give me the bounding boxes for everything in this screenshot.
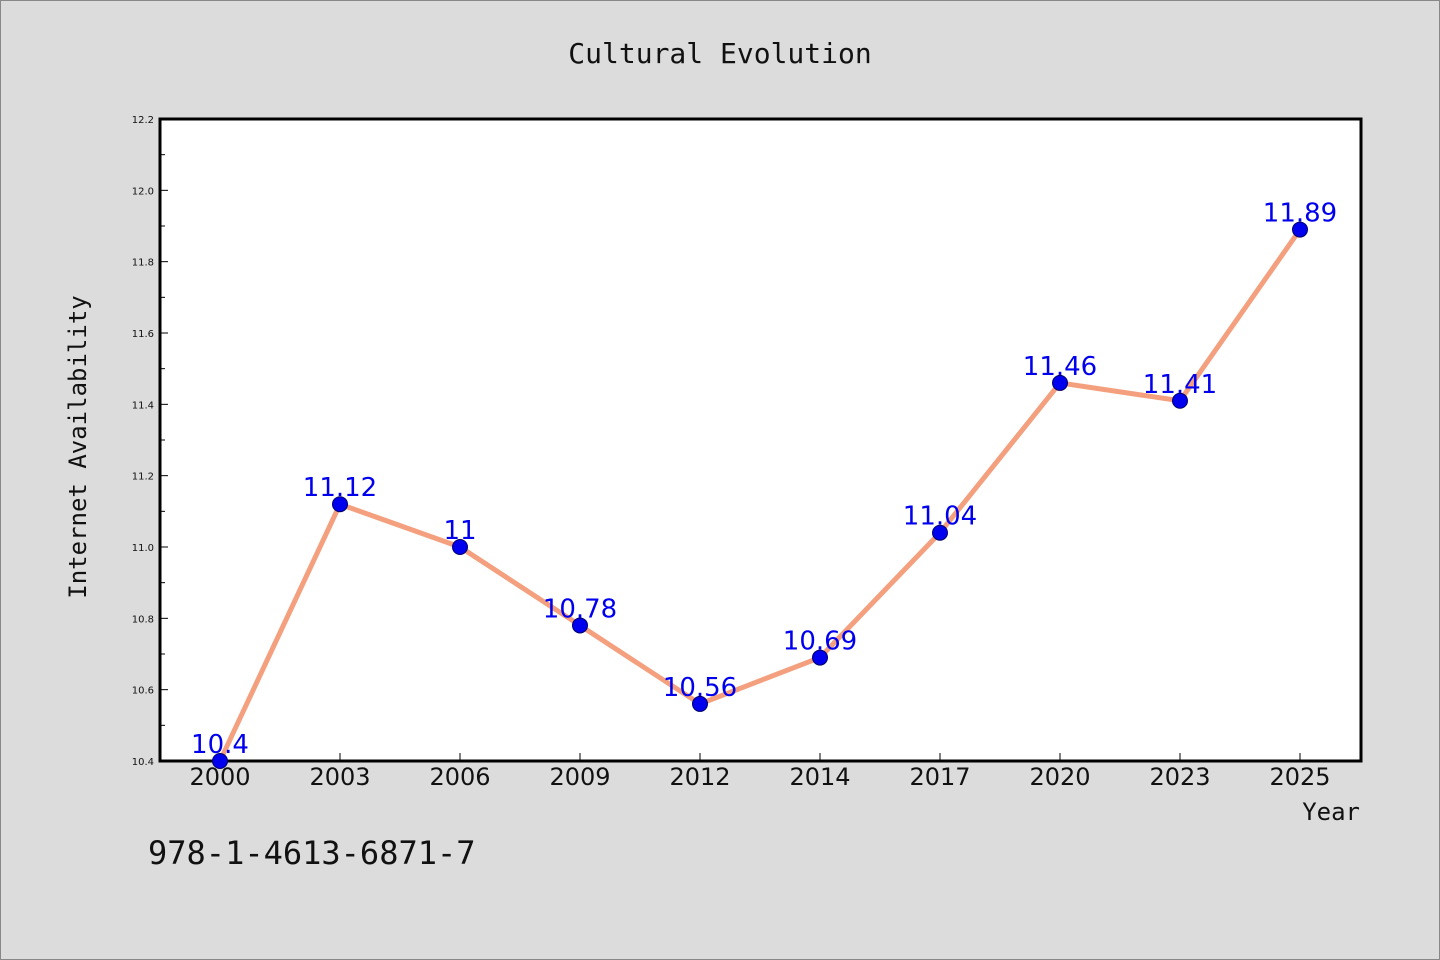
plot-area <box>160 119 1361 761</box>
chart-title: Cultural Evolution <box>568 37 871 70</box>
data-label: 11.04 <box>903 502 977 532</box>
y-tick-label: 12.0 <box>132 186 154 197</box>
x-tick-label: 2009 <box>549 763 610 791</box>
x-tick-label: 2025 <box>1269 763 1330 791</box>
data-label: 10.4 <box>191 730 249 760</box>
line-chart: Cultural Evolution 10.4 10.6 10.8 11.0 11.2 1… <box>0 0 1440 960</box>
x-axis-label: Year <box>1302 798 1360 826</box>
data-label: 11.12 <box>303 473 377 503</box>
x-tick-label: 2006 <box>429 763 490 791</box>
y-tick-label: 11.6 <box>132 329 154 340</box>
data-label: 11.41 <box>1143 370 1217 400</box>
data-label: 10.69 <box>783 627 857 657</box>
isbn-annotation: 978-1-4613-6871-7 <box>148 834 476 872</box>
y-tick-label: 10.4 <box>132 757 154 768</box>
data-label: 10.78 <box>543 594 617 624</box>
y-tick-label: 10.8 <box>132 614 154 625</box>
data-label: 11.89 <box>1263 199 1337 229</box>
chart-page: Cultural Evolution 10.4 10.6 10.8 11.0 11.2 1… <box>0 0 1440 960</box>
x-tick-label: 2014 <box>789 763 850 791</box>
y-tick-label: 12.2 <box>132 115 154 126</box>
y-tick-label: 11.8 <box>132 258 154 269</box>
y-axis-label: Internet Availability <box>64 295 92 598</box>
data-label: 11 <box>443 516 476 546</box>
y-tick-label: 11.4 <box>132 400 154 411</box>
y-tick-label: 11.0 <box>132 543 154 554</box>
y-tick-label: 10.6 <box>132 686 154 697</box>
x-tick-label: 2012 <box>669 763 730 791</box>
y-tick-label: 11.2 <box>132 472 154 483</box>
data-label: 10.56 <box>663 673 737 703</box>
x-tick-label: 2020 <box>1029 763 1090 791</box>
x-tick-label: 2003 <box>309 763 370 791</box>
x-tick-label: 2017 <box>909 763 970 791</box>
data-label: 11.46 <box>1023 352 1097 382</box>
x-tick-label: 2023 <box>1149 763 1210 791</box>
